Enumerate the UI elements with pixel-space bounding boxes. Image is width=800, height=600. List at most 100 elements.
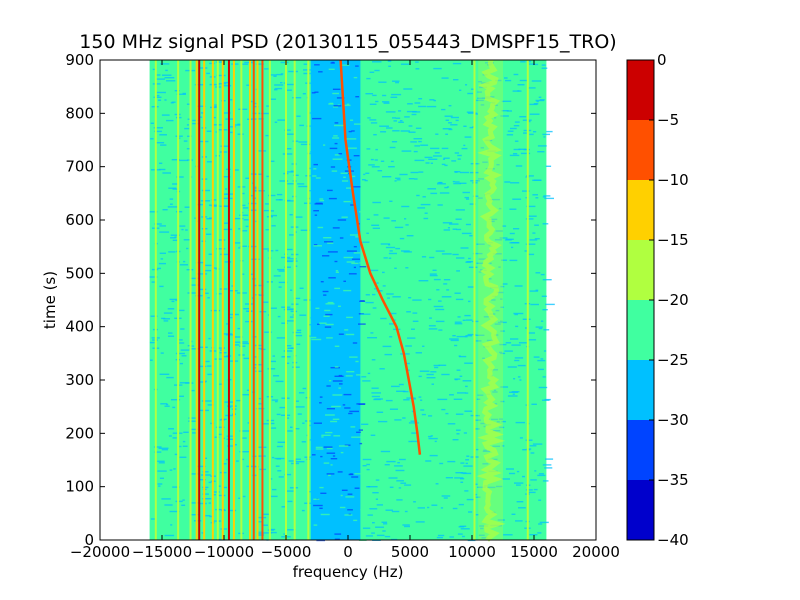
noise-speckle [388,65,391,67]
noise-speckle [359,266,367,268]
noise-speckle [513,378,516,380]
noise-speckle [274,87,283,90]
noise-speckle [337,471,343,473]
noise-speckle [391,220,396,222]
noise-speckle [362,179,366,181]
noise-speckle [525,439,533,441]
noise-speckle [203,264,212,267]
noise-speckle [464,362,473,364]
noise-speckle [190,428,198,431]
noise-speckle [522,190,530,192]
noise-speckle [207,404,214,406]
noise-speckle [298,185,308,188]
noise-speckle [375,526,384,528]
noise-speckle [526,175,534,177]
noise-speckle [443,283,448,285]
noise-speckle [334,287,341,290]
noise-speckle [443,229,451,231]
noise-speckle [206,161,213,163]
noise-speckle [529,133,534,136]
noise-speckle [207,373,213,376]
noise-speckle [206,130,212,132]
noise-speckle [325,303,335,305]
noise-speckle [327,189,333,192]
noise-speckle [202,493,209,495]
noise-speckle [176,93,186,95]
noise-speckle [273,75,277,77]
noise-speckle [319,199,325,202]
noise-speckle [446,186,450,188]
noise-speckle [354,487,360,489]
noise-speckle [333,435,341,437]
noise-speckle [160,144,167,146]
noise-speckle [360,313,371,315]
noise-speckle [448,128,453,131]
noise-speckle [431,504,438,506]
noise-speckle [400,63,410,65]
noise-speckle [286,83,295,86]
noise-speckle [334,538,340,540]
noise-speckle [433,155,442,157]
noise-speckle [474,483,478,485]
noise-speckle [252,455,260,457]
noise-speckle [438,300,442,302]
noise-speckle [517,376,521,378]
noise-speckle [332,227,340,229]
noise-speckle [226,458,229,461]
noise-speckle [395,177,401,179]
noise-speckle [451,160,457,162]
noise-speckle [487,486,496,489]
noise-speckle [154,130,162,133]
noise-speckle [434,366,439,369]
noise-speckle [362,458,372,461]
noise-speckle [168,435,172,437]
noise-speckle [545,303,555,306]
noise-speckle [427,188,436,190]
noise-speckle [514,313,518,316]
noise-speckle [345,496,355,498]
noise-speckle [253,356,259,358]
noise-speckle [266,105,270,107]
noise-speckle [495,309,500,312]
noise-speckle [351,130,355,132]
noise-speckle [319,507,323,509]
noise-speckle [382,530,386,532]
noise-speckle [466,455,470,457]
noise-speckle [509,232,515,235]
noise-speckle [467,92,473,95]
noise-speckle [372,492,379,494]
noise-speckle [389,312,397,315]
noise-speckle [212,116,216,119]
noise-speckle [294,260,298,262]
noise-speckle [455,218,462,220]
noise-speckle [478,197,483,199]
noise-speckle [479,269,483,271]
noise-speckle [519,116,527,118]
noise-speckle [478,178,484,180]
noise-speckle [222,176,231,178]
noise-speckle [296,329,302,331]
noise-speckle [460,528,470,530]
noise-speckle [475,496,481,498]
noise-speckle [320,492,327,494]
noise-speckle [294,458,301,460]
noise-speckle [494,104,498,106]
noise-speckle [262,532,272,534]
noise-speckle [441,77,449,79]
noise-speckle [500,400,505,403]
noise-speckle [330,458,338,460]
noise-speckle [450,116,459,119]
noise-speckle [398,121,404,123]
noise-speckle [480,147,484,149]
noise-speckle [187,345,190,347]
noise-speckle [498,266,501,268]
noise-speckle [365,301,374,304]
noise-speckle [501,100,504,103]
noise-speckle [346,138,357,140]
noise-speckle [414,145,420,147]
noise-speckle [229,131,233,134]
noise-speckle [241,192,245,195]
noise-speckle [376,534,385,537]
noise-speckle [374,69,380,72]
noise-speckle [150,359,153,361]
